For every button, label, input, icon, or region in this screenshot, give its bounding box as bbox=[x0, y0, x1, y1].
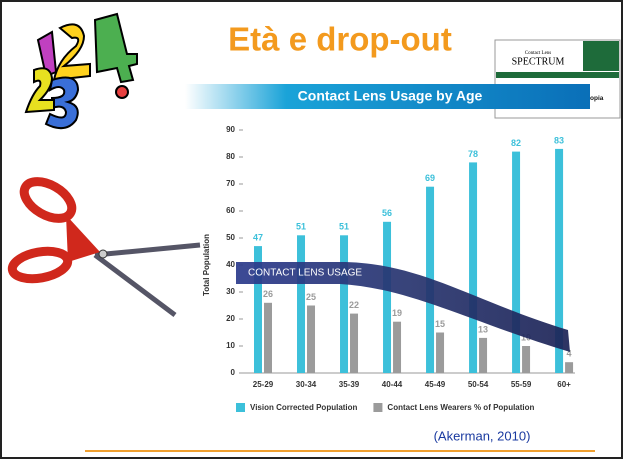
x-tick-label: 40-44 bbox=[382, 380, 403, 389]
annotation: CONTACT LENS USAGE bbox=[248, 268, 362, 279]
y-tick-label: 40 bbox=[226, 260, 235, 269]
data-label: 82 bbox=[511, 138, 521, 148]
bar bbox=[479, 338, 487, 373]
data-label: 51 bbox=[296, 222, 306, 232]
data-label: 26 bbox=[263, 289, 273, 299]
data-label: 83 bbox=[554, 135, 564, 145]
data-label: 19 bbox=[392, 308, 402, 318]
x-tick-label: 50-54 bbox=[468, 380, 489, 389]
bar bbox=[350, 314, 358, 373]
legend-label: Contact Lens Wearers % of Population bbox=[387, 403, 534, 412]
legend-swatch bbox=[373, 403, 382, 412]
page: Età e drop-out Contact Lens SPECTRUM Iss… bbox=[0, 0, 623, 464]
magazine-cover bbox=[583, 41, 619, 71]
bar bbox=[297, 235, 305, 373]
y-tick-label: 70 bbox=[226, 179, 235, 188]
x-tick-label: 60+ bbox=[557, 380, 571, 389]
y-tick-label: 60 bbox=[226, 206, 235, 215]
data-label: 56 bbox=[382, 208, 392, 218]
bar bbox=[512, 152, 520, 373]
y-tick-label: 30 bbox=[226, 287, 235, 296]
bar bbox=[383, 222, 391, 373]
bar bbox=[393, 322, 401, 373]
y-tick-label: 80 bbox=[226, 152, 235, 161]
legend-swatch bbox=[236, 403, 245, 412]
bar bbox=[340, 235, 348, 373]
y-tick-label: 0 bbox=[231, 368, 236, 377]
bar bbox=[307, 306, 315, 374]
y-tick-label: 20 bbox=[226, 314, 235, 323]
y-tick-label: 50 bbox=[226, 233, 235, 242]
y-tick-label: 10 bbox=[226, 341, 235, 350]
data-label: 69 bbox=[425, 173, 435, 183]
y-axis-label: Total Population bbox=[202, 234, 211, 296]
data-label: 22 bbox=[349, 300, 359, 310]
x-tick-label: 30-34 bbox=[296, 380, 317, 389]
bar bbox=[565, 362, 573, 373]
data-label: 78 bbox=[468, 149, 478, 159]
y-tick-label: 90 bbox=[226, 125, 235, 134]
chart-title: Contact Lens Usage by Age bbox=[298, 88, 483, 104]
x-tick-label: 25-29 bbox=[253, 380, 274, 389]
magazine-nav bbox=[496, 72, 619, 78]
data-label: 15 bbox=[435, 319, 445, 329]
data-label: 25 bbox=[306, 292, 316, 302]
data-label: 47 bbox=[253, 232, 263, 242]
bar bbox=[469, 162, 477, 373]
bar bbox=[264, 303, 272, 373]
data-label: 13 bbox=[478, 324, 488, 334]
legend-label: Vision Corrected Population bbox=[250, 403, 358, 412]
magazine-brand: SPECTRUM bbox=[512, 56, 565, 67]
bar bbox=[436, 333, 444, 374]
data-label: 51 bbox=[339, 222, 349, 232]
bar bbox=[522, 346, 530, 373]
x-tick-label: 35-39 bbox=[339, 380, 360, 389]
x-tick-label: 55-59 bbox=[511, 380, 532, 389]
citation: (Akerman, 2010) bbox=[434, 428, 531, 443]
x-tick-label: 45-49 bbox=[425, 380, 446, 389]
slide: Età e drop-out Contact Lens SPECTRUM Iss… bbox=[0, 0, 623, 459]
slide-title: Età e drop-out bbox=[228, 21, 452, 58]
